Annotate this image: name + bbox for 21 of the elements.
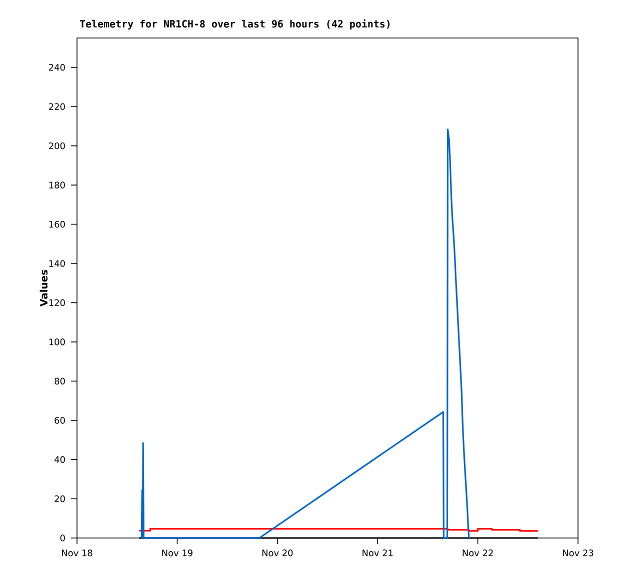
y-tick-label: 220: [49, 103, 65, 110]
x-tick-label: Nov 23: [563, 550, 594, 556]
x-tick-label: Nov 19: [162, 550, 192, 556]
y-tick-label: 240: [49, 64, 65, 71]
y-tick-label: 140: [49, 260, 65, 267]
y-tick-label: 100: [49, 338, 65, 346]
y-axis-title: Values: [40, 270, 48, 306]
y-tick-label: 0: [60, 534, 65, 542]
y-tick-label: 40: [54, 456, 65, 463]
x-tick-label: Nov 18: [62, 550, 92, 556]
y-tick-label: 160: [49, 220, 65, 228]
y-tick-label: 200: [49, 142, 65, 150]
x-tick-label: Nov 22: [462, 550, 493, 556]
x-tick-label: Nov 21: [362, 550, 393, 556]
y-tick-label: 120: [49, 299, 65, 306]
x-tick-label: Nov 20: [262, 550, 293, 556]
y-tick-label: 20: [54, 495, 65, 502]
chart-title: Telemetry for NR1CH-8 over last 96 hours (42 points): [80, 19, 390, 30]
y-tick-label: 180: [49, 182, 65, 188]
y-tick-label: 60: [54, 416, 65, 424]
y-tick-label: 80: [54, 378, 65, 385]
